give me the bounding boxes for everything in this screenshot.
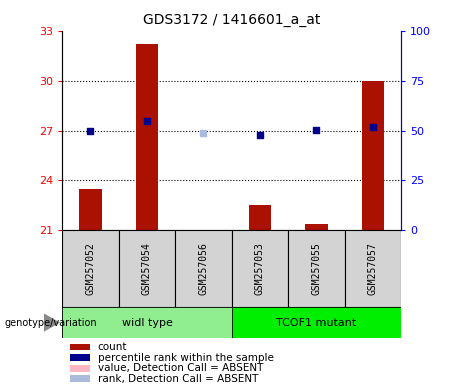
FancyBboxPatch shape bbox=[118, 230, 175, 307]
Text: GSM257054: GSM257054 bbox=[142, 242, 152, 295]
Point bbox=[369, 124, 377, 130]
Bar bbox=[136, 44, 158, 230]
Text: value, Detection Call = ABSENT: value, Detection Call = ABSENT bbox=[98, 363, 263, 373]
Point bbox=[143, 118, 151, 124]
FancyBboxPatch shape bbox=[231, 307, 401, 338]
Text: percentile rank within the sample: percentile rank within the sample bbox=[98, 353, 273, 362]
Text: GSM257052: GSM257052 bbox=[85, 242, 95, 295]
Text: rank, Detection Call = ABSENT: rank, Detection Call = ABSENT bbox=[98, 374, 258, 384]
Text: GSM257056: GSM257056 bbox=[198, 242, 208, 295]
Text: count: count bbox=[98, 342, 127, 352]
Bar bbox=[79, 189, 102, 230]
FancyBboxPatch shape bbox=[231, 230, 288, 307]
Text: widl type: widl type bbox=[122, 318, 172, 328]
Bar bbox=[70, 365, 89, 372]
Point bbox=[200, 130, 207, 136]
Bar bbox=[70, 354, 89, 361]
FancyBboxPatch shape bbox=[344, 230, 401, 307]
Bar bbox=[248, 205, 271, 230]
Text: TCOF1 mutant: TCOF1 mutant bbox=[276, 318, 356, 328]
Bar bbox=[361, 81, 384, 230]
FancyBboxPatch shape bbox=[62, 230, 118, 307]
Polygon shape bbox=[44, 313, 60, 332]
Bar bbox=[305, 224, 328, 230]
Bar bbox=[70, 344, 89, 351]
FancyBboxPatch shape bbox=[288, 230, 344, 307]
Text: GSM257053: GSM257053 bbox=[255, 242, 265, 295]
Title: GDS3172 / 1416601_a_at: GDS3172 / 1416601_a_at bbox=[143, 13, 320, 27]
Point bbox=[87, 127, 94, 134]
Text: GSM257057: GSM257057 bbox=[368, 242, 378, 295]
FancyBboxPatch shape bbox=[62, 307, 231, 338]
Bar bbox=[70, 375, 89, 382]
Text: GSM257055: GSM257055 bbox=[311, 242, 321, 295]
Point bbox=[256, 132, 264, 138]
Text: genotype/variation: genotype/variation bbox=[5, 318, 97, 328]
Point bbox=[313, 127, 320, 133]
FancyBboxPatch shape bbox=[175, 230, 231, 307]
